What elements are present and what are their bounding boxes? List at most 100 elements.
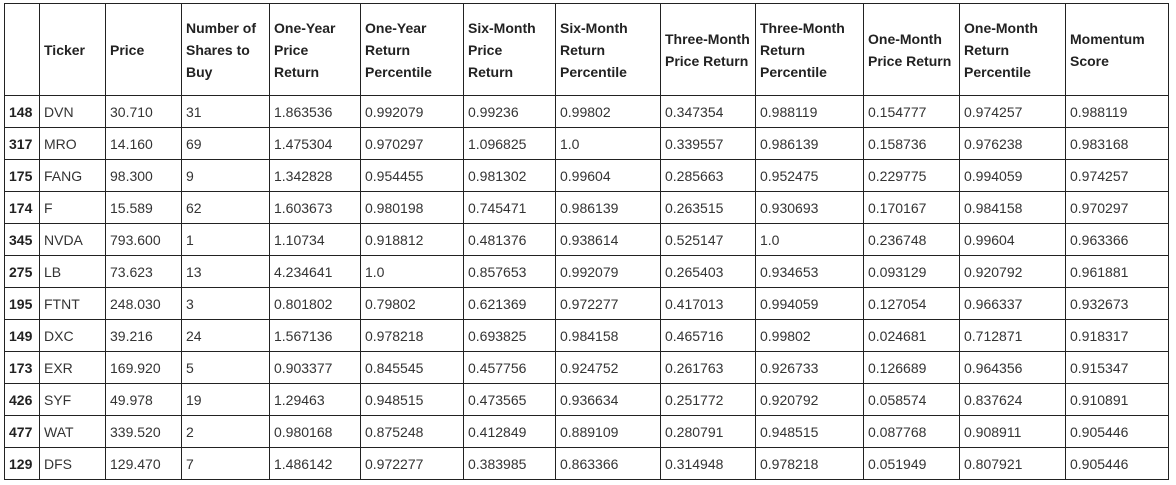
six-month-percentile-cell: 1.0 (555, 127, 661, 160)
column-header-price: Price (105, 3, 182, 96)
one-year-percentile-cell: 0.79802 (360, 287, 464, 320)
ticker-cell: LB (39, 255, 106, 288)
column-header-momentum-score: Momentum Score (1065, 3, 1169, 96)
six-month-return-cell: 0.473565 (463, 383, 556, 416)
table-row: 275 LB 73.623 13 4.234641 1.0 0.857653 0.992079… (4, 255, 1169, 288)
column-header-index (4, 3, 40, 96)
column-header-six-month-percentile: Six-Month Return Percentile (555, 3, 661, 96)
six-month-return-cell: 0.745471 (463, 191, 556, 224)
column-header-six-month-return: Six-Month Price Return (463, 3, 556, 96)
three-month-percentile-cell: 1.0 (755, 223, 864, 256)
six-month-percentile-cell: 0.992079 (555, 255, 661, 288)
ticker-cell: EXR (39, 351, 106, 384)
six-month-percentile-cell: 0.889109 (555, 415, 661, 448)
momentum-score-cell: 0.915347 (1065, 351, 1169, 384)
row-index: 173 (4, 351, 40, 384)
one-year-percentile-cell: 0.978218 (360, 319, 464, 352)
three-month-percentile-cell: 0.988119 (755, 95, 864, 128)
shares-cell: 1 (181, 223, 270, 256)
one-year-return-cell: 1.486142 (269, 447, 361, 480)
one-month-return-cell: 0.058574 (863, 383, 960, 416)
six-month-return-cell: 0.457756 (463, 351, 556, 384)
row-index: 477 (4, 415, 40, 448)
row-index: 275 (4, 255, 40, 288)
three-month-return-cell: 0.525147 (660, 223, 756, 256)
row-index: 317 (4, 127, 40, 160)
one-year-return-cell: 0.801802 (269, 287, 361, 320)
one-year-percentile-cell: 0.918812 (360, 223, 464, 256)
one-month-percentile-cell: 0.976238 (959, 127, 1066, 160)
one-month-return-cell: 0.093129 (863, 255, 960, 288)
six-month-percentile-cell: 0.99802 (555, 95, 661, 128)
shares-cell: 3 (181, 287, 270, 320)
one-month-percentile-cell: 0.712871 (959, 319, 1066, 352)
table-row: 345 NVDA 793.600 1 1.10734 0.918812 0.481376 0.… (4, 223, 1169, 256)
table-row: 148 DVN 30.710 31 1.863536 0.992079 0.99236 0.9… (4, 95, 1169, 128)
three-month-return-cell: 0.417013 (660, 287, 756, 320)
one-month-return-cell: 0.051949 (863, 447, 960, 480)
one-year-percentile-cell: 0.875248 (360, 415, 464, 448)
one-year-return-cell: 1.603673 (269, 191, 361, 224)
row-index: 129 (4, 447, 40, 480)
momentum-score-cell: 0.905446 (1065, 415, 1169, 448)
price-cell: 248.030 (105, 287, 182, 320)
column-header-one-month-percentile: One-Month Return Percentile (959, 3, 1066, 96)
one-year-percentile-cell: 0.970297 (360, 127, 464, 160)
three-month-percentile-cell: 0.994059 (755, 287, 864, 320)
column-header-three-month-percentile: Three-Month Return Percentile (755, 3, 864, 96)
price-cell: 169.920 (105, 351, 182, 384)
shares-cell: 5 (181, 351, 270, 384)
one-month-return-cell: 0.158736 (863, 127, 960, 160)
ticker-cell: NVDA (39, 223, 106, 256)
three-month-return-cell: 0.261763 (660, 351, 756, 384)
momentum-score-cell: 0.988119 (1065, 95, 1169, 128)
one-month-percentile-cell: 0.966337 (959, 287, 1066, 320)
momentum-score-cell: 0.910891 (1065, 383, 1169, 416)
one-year-return-cell: 0.903377 (269, 351, 361, 384)
column-header-one-year-return: One-Year Price Return (269, 3, 361, 96)
shares-cell: 69 (181, 127, 270, 160)
column-header-shares: Number of Shares to Buy (181, 3, 270, 96)
one-year-return-cell: 1.10734 (269, 223, 361, 256)
table-row: 149 DXC 39.216 24 1.567136 0.978218 0.693825 0.… (4, 319, 1169, 352)
ticker-cell: MRO (39, 127, 106, 160)
three-month-return-cell: 0.265403 (660, 255, 756, 288)
six-month-percentile-cell: 0.972277 (555, 287, 661, 320)
column-header-ticker: Ticker (39, 3, 106, 96)
momentum-score-cell: 0.974257 (1065, 159, 1169, 192)
row-index: 426 (4, 383, 40, 416)
one-month-percentile-cell: 0.920792 (959, 255, 1066, 288)
momentum-score-cell: 0.918317 (1065, 319, 1169, 352)
one-month-return-cell: 0.170167 (863, 191, 960, 224)
price-cell: 39.216 (105, 319, 182, 352)
six-month-return-cell: 0.693825 (463, 319, 556, 352)
shares-cell: 19 (181, 383, 270, 416)
ticker-cell: DXC (39, 319, 106, 352)
six-month-return-cell: 0.99236 (463, 95, 556, 128)
ticker-cell: FTNT (39, 287, 106, 320)
three-month-percentile-cell: 0.926733 (755, 351, 864, 384)
ticker-cell: DFS (39, 447, 106, 480)
row-index: 175 (4, 159, 40, 192)
shares-cell: 13 (181, 255, 270, 288)
shares-cell: 9 (181, 159, 270, 192)
column-header-three-month-return: Three-Month Price Return (660, 3, 756, 96)
table-row: 317 MRO 14.160 69 1.475304 0.970297 1.096825 1.… (4, 127, 1169, 160)
shares-cell: 62 (181, 191, 270, 224)
one-month-percentile-cell: 0.984158 (959, 191, 1066, 224)
row-index: 345 (4, 223, 40, 256)
six-month-percentile-cell: 0.986139 (555, 191, 661, 224)
row-index: 149 (4, 319, 40, 352)
six-month-return-cell: 1.096825 (463, 127, 556, 160)
price-cell: 73.623 (105, 255, 182, 288)
one-year-percentile-cell: 0.980198 (360, 191, 464, 224)
three-month-return-cell: 0.251772 (660, 383, 756, 416)
header-row: Ticker Price Number of Shares to Buy One… (4, 3, 1169, 96)
three-month-percentile-cell: 0.930693 (755, 191, 864, 224)
six-month-percentile-cell: 0.936634 (555, 383, 661, 416)
price-cell: 15.589 (105, 191, 182, 224)
shares-cell: 31 (181, 95, 270, 128)
ticker-cell: SYF (39, 383, 106, 416)
one-month-percentile-cell: 0.908911 (959, 415, 1066, 448)
ticker-cell: F (39, 191, 106, 224)
